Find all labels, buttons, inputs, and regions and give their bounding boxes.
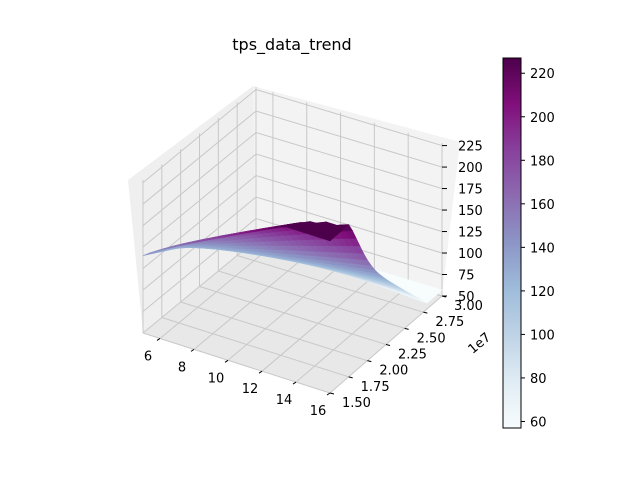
surface-patch bbox=[323, 235, 335, 242]
grid-line bbox=[142, 174, 443, 269]
colorbar: 60 80 100 120 140 160 180 200 220 bbox=[502, 57, 555, 430]
y-tick-label: 1.75 bbox=[361, 380, 390, 395]
z-tick-label: 100 bbox=[458, 247, 483, 262]
colorbar-tick-label: 160 bbox=[530, 198, 555, 213]
y-tick-label: 2.25 bbox=[398, 348, 427, 363]
y-tick-mark bbox=[404, 327, 409, 330]
x-tick-mark bbox=[292, 381, 297, 385]
left-wall bbox=[128, 86, 256, 333]
surface-mesh bbox=[142, 221, 443, 304]
x-tick-mark bbox=[190, 348, 195, 352]
y-tick-label: 2.00 bbox=[379, 364, 408, 379]
z-tick-label: 150 bbox=[458, 204, 483, 219]
colorbar-tick-label: 80 bbox=[530, 372, 547, 387]
z-tick-label: 175 bbox=[458, 183, 483, 198]
y-offset-label: 1e7 bbox=[466, 330, 494, 357]
grid-line bbox=[142, 332, 331, 394]
y-tick-mark bbox=[329, 392, 335, 395]
grid-line bbox=[142, 89, 443, 183]
x-axis-ticks: 6 8 10 12 14 16 bbox=[144, 338, 331, 419]
y-tick-label: 1.50 bbox=[342, 396, 371, 411]
x-tick-label: 6 bbox=[144, 349, 152, 364]
colorbar-gradient bbox=[502, 57, 522, 429]
grid-line bbox=[142, 153, 443, 248]
x-tick-label: 12 bbox=[242, 382, 259, 397]
z-tick-label: 75 bbox=[458, 269, 475, 284]
colorbar-ticks: 60 80 100 120 140 160 180 200 220 bbox=[521, 67, 555, 430]
y-tick-label: 3.00 bbox=[454, 299, 483, 314]
colorbar-tick-label: 120 bbox=[530, 285, 555, 300]
y-tick-mark bbox=[423, 311, 428, 314]
grid-line bbox=[180, 301, 368, 362]
grid-line bbox=[199, 286, 387, 345]
x-tick-label: 8 bbox=[178, 360, 186, 375]
colorbar-tick-label: 100 bbox=[530, 328, 555, 343]
y-axis-ticks: 1.501.752.002.25 2.502.753.00 bbox=[329, 295, 483, 411]
colorbar-tick-label: 60 bbox=[530, 415, 547, 430]
grid-line bbox=[142, 132, 443, 226]
x-tick-label: 16 bbox=[310, 404, 327, 419]
grid-line bbox=[161, 317, 349, 378]
grid-line bbox=[142, 110, 443, 205]
grid-line bbox=[218, 270, 405, 329]
grid-line bbox=[142, 196, 443, 291]
colorbar-tick-label: 140 bbox=[530, 241, 555, 256]
colorbar-tick-label: 200 bbox=[530, 111, 555, 126]
x-tick-mark bbox=[224, 359, 229, 363]
x-tick-mark bbox=[258, 370, 263, 374]
x-tick-label: 14 bbox=[276, 393, 293, 408]
colorbar-tick-label: 220 bbox=[530, 67, 555, 82]
z-tick-label: 125 bbox=[458, 226, 483, 241]
z-tick-label: 225 bbox=[458, 140, 483, 155]
grid-line bbox=[237, 255, 424, 313]
y-tick-mark bbox=[367, 360, 372, 363]
chart-title: tps_data_trend bbox=[232, 35, 351, 55]
x-tick-label: 10 bbox=[208, 371, 225, 386]
grid-line bbox=[142, 217, 443, 312]
z-tick-label: 50 bbox=[458, 290, 475, 305]
z-axis-ticks: 50 75 100 125 150 175 200 225 bbox=[442, 140, 483, 305]
x-tick-mark bbox=[156, 338, 161, 341]
y-tick-mark bbox=[385, 344, 391, 346]
colorbar-tick-label: 180 bbox=[530, 154, 555, 169]
y-tick-mark bbox=[348, 376, 353, 379]
y-tick-label: 2.75 bbox=[435, 315, 464, 330]
y-tick-label: 2.50 bbox=[417, 331, 446, 346]
x-tick-mark bbox=[326, 392, 331, 396]
z-tick-label: 200 bbox=[458, 161, 483, 176]
